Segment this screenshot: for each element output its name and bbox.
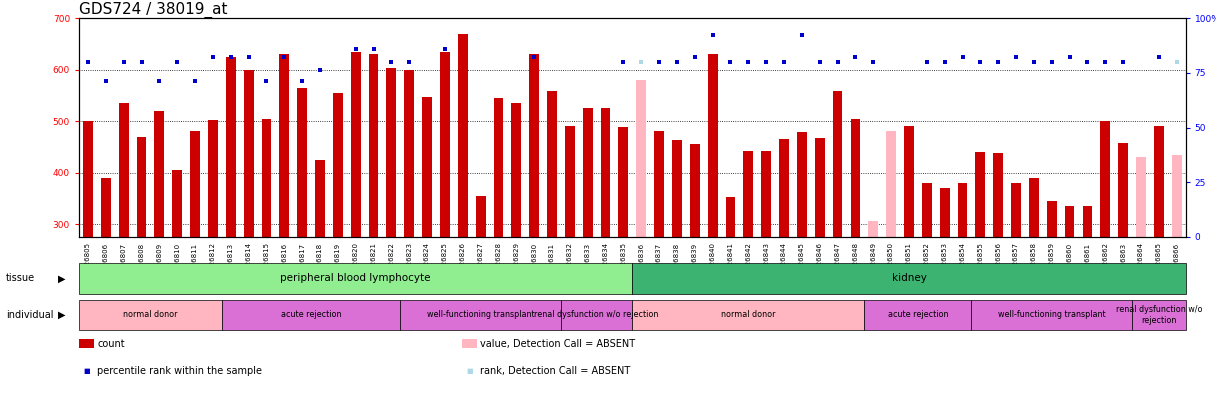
Bar: [632, 263, 1186, 294]
Bar: [422, 98, 432, 237]
Bar: [547, 91, 557, 237]
Bar: [1132, 300, 1186, 330]
Bar: [79, 263, 632, 294]
Bar: [101, 178, 111, 237]
Bar: [957, 183, 968, 237]
Bar: [619, 127, 629, 237]
Bar: [221, 300, 400, 330]
Bar: [494, 98, 503, 237]
Bar: [903, 126, 914, 237]
Text: normal donor: normal donor: [721, 310, 776, 320]
Bar: [796, 132, 806, 237]
Bar: [850, 119, 861, 237]
Bar: [1136, 157, 1145, 237]
Bar: [1012, 183, 1021, 237]
Text: tissue: tissue: [6, 273, 35, 283]
Bar: [387, 68, 396, 237]
Bar: [1119, 143, 1128, 237]
Bar: [1029, 178, 1038, 237]
Bar: [83, 121, 92, 237]
Bar: [565, 126, 575, 237]
Text: GDS724 / 38019_at: GDS724 / 38019_at: [79, 2, 227, 18]
Text: ■: ■: [83, 369, 90, 374]
Bar: [561, 300, 632, 330]
Bar: [440, 52, 450, 237]
Bar: [1154, 126, 1164, 237]
Bar: [1065, 206, 1075, 237]
Bar: [779, 139, 789, 237]
Text: acute rejection: acute rejection: [281, 310, 342, 320]
Text: well-functioning transplant: well-functioning transplant: [998, 310, 1105, 320]
Bar: [512, 103, 522, 237]
Bar: [761, 151, 771, 237]
Bar: [865, 300, 972, 330]
Text: percentile rank within the sample: percentile rank within the sample: [97, 367, 263, 376]
Bar: [975, 152, 985, 237]
Text: renal dysfunction w/o rejection: renal dysfunction w/o rejection: [535, 310, 659, 320]
Bar: [601, 108, 610, 237]
Bar: [529, 54, 539, 237]
Bar: [79, 300, 221, 330]
Bar: [654, 132, 664, 237]
Bar: [940, 188, 950, 237]
Bar: [833, 91, 843, 237]
Bar: [1172, 155, 1182, 237]
Bar: [190, 132, 199, 237]
Bar: [636, 80, 646, 237]
Bar: [315, 160, 325, 237]
Text: renal dysfunction w/o
rejection: renal dysfunction w/o rejection: [1115, 305, 1203, 324]
Bar: [708, 54, 717, 237]
Bar: [868, 222, 878, 237]
Bar: [1047, 201, 1057, 237]
Bar: [261, 119, 271, 237]
Bar: [280, 54, 289, 237]
Bar: [672, 140, 682, 237]
Text: kidney: kidney: [891, 273, 927, 283]
Bar: [582, 108, 592, 237]
Text: acute rejection: acute rejection: [888, 310, 948, 320]
Bar: [173, 170, 182, 237]
Bar: [689, 144, 699, 237]
Bar: [743, 151, 753, 237]
Text: well-functioning transplant: well-functioning transplant: [427, 310, 534, 320]
Text: value, Detection Call = ABSENT: value, Detection Call = ABSENT: [480, 339, 636, 349]
Bar: [154, 111, 164, 237]
Bar: [458, 34, 468, 237]
Bar: [475, 196, 485, 237]
Text: ■: ■: [466, 369, 473, 374]
Bar: [1100, 121, 1110, 237]
Bar: [400, 300, 561, 330]
Bar: [726, 197, 736, 237]
Bar: [922, 183, 931, 237]
Bar: [226, 57, 236, 237]
Bar: [886, 132, 896, 237]
Bar: [368, 54, 378, 237]
Bar: [333, 93, 343, 237]
Bar: [1082, 206, 1092, 237]
Bar: [632, 300, 865, 330]
Bar: [243, 70, 253, 237]
Text: normal donor: normal donor: [123, 310, 178, 320]
Bar: [972, 300, 1132, 330]
Bar: [993, 153, 1003, 237]
Bar: [815, 138, 824, 237]
Bar: [136, 136, 146, 237]
Bar: [350, 52, 361, 237]
Bar: [404, 70, 415, 237]
Text: ▶: ▶: [58, 310, 66, 320]
Bar: [297, 88, 308, 237]
Text: peripheral blood lymphocyte: peripheral blood lymphocyte: [281, 273, 430, 283]
Bar: [208, 119, 218, 237]
Text: ▶: ▶: [58, 273, 66, 283]
Text: rank, Detection Call = ABSENT: rank, Detection Call = ABSENT: [480, 367, 631, 376]
Bar: [119, 103, 129, 237]
Text: individual: individual: [6, 310, 54, 320]
Text: count: count: [97, 339, 125, 349]
